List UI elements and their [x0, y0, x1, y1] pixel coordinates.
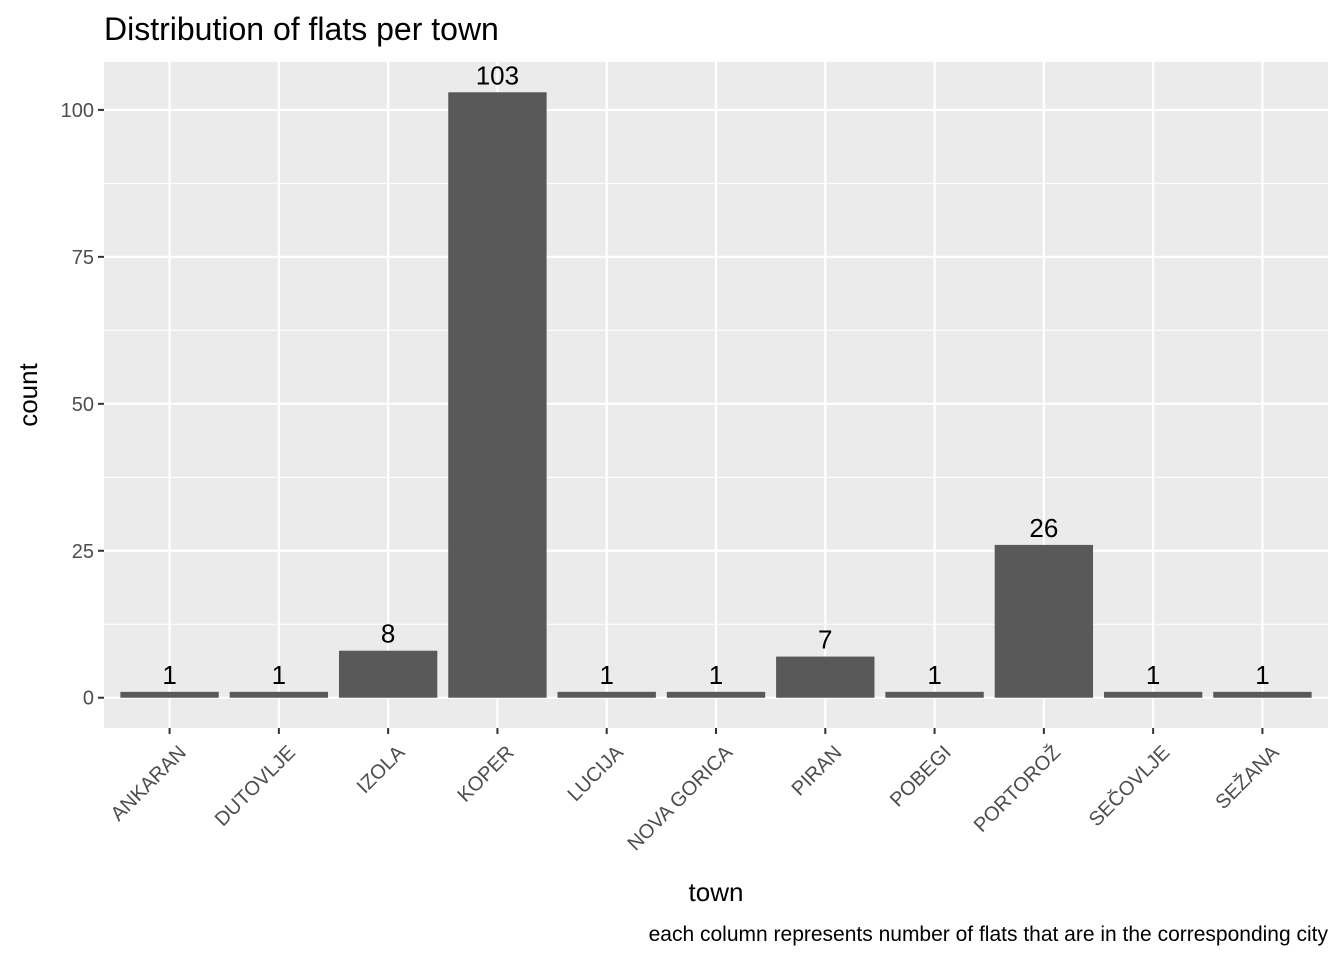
bar-value-label: 1 [1255, 660, 1269, 690]
bar-value-label: 7 [818, 625, 832, 655]
x-tick-label: SEČOVLJE [1084, 741, 1174, 831]
x-tick-label: IZOLA [353, 741, 410, 798]
bar-value-label: 1 [1146, 660, 1160, 690]
x-tick-label: LUCIJA [564, 741, 629, 806]
x-tick-label: KOPER [454, 742, 519, 807]
bar-value-label: 1 [927, 660, 941, 690]
bar [338, 650, 438, 698]
y-tick-label: 50 [72, 394, 94, 416]
x-tick-label: DUTOVLJE [211, 742, 300, 831]
bar [448, 92, 547, 698]
bar [666, 691, 766, 698]
bars [120, 92, 1312, 698]
major-gridlines [104, 62, 1328, 728]
y-axis: 0 25 50 75 100 [61, 100, 104, 710]
x-tick-label: POBEGI [886, 742, 956, 812]
x-tick-label: PIRAN [788, 742, 847, 801]
x-tick-label: PORTOROŽ [969, 741, 1065, 837]
chart-caption: each column represents number of flats t… [649, 923, 1329, 946]
y-tick-label: 100 [61, 100, 94, 122]
y-tick-label: 75 [72, 247, 94, 269]
y-axis-title: count [13, 362, 43, 426]
x-tick-label: NOVA GORICA [624, 741, 738, 855]
bar-value-label: 26 [1029, 513, 1058, 543]
bar-value-label: 103 [476, 60, 519, 90]
data-labels: 1 1 8 103 1 1 7 1 26 1 1 [162, 60, 1269, 690]
bar [1213, 691, 1312, 698]
bar-value-label: 1 [272, 660, 286, 690]
bar [776, 656, 875, 698]
bar [120, 691, 219, 698]
x-tick-label: SEŽANA [1211, 740, 1284, 813]
y-tick-label: 25 [72, 541, 94, 563]
bar-value-label: 1 [162, 660, 176, 690]
bar [557, 691, 656, 698]
y-tick-label: 0 [83, 688, 94, 710]
bar [994, 544, 1094, 698]
x-tick-label: ANKARAN [107, 742, 191, 826]
bar-value-label: 1 [599, 660, 613, 690]
bar-value-label: 8 [381, 619, 395, 649]
x-axis-title: town [689, 877, 744, 907]
bar-value-label: 1 [709, 660, 723, 690]
bar [1103, 691, 1203, 698]
chart-title: Distribution of flats per town [104, 11, 499, 47]
bar [229, 691, 329, 698]
bar [885, 691, 984, 698]
